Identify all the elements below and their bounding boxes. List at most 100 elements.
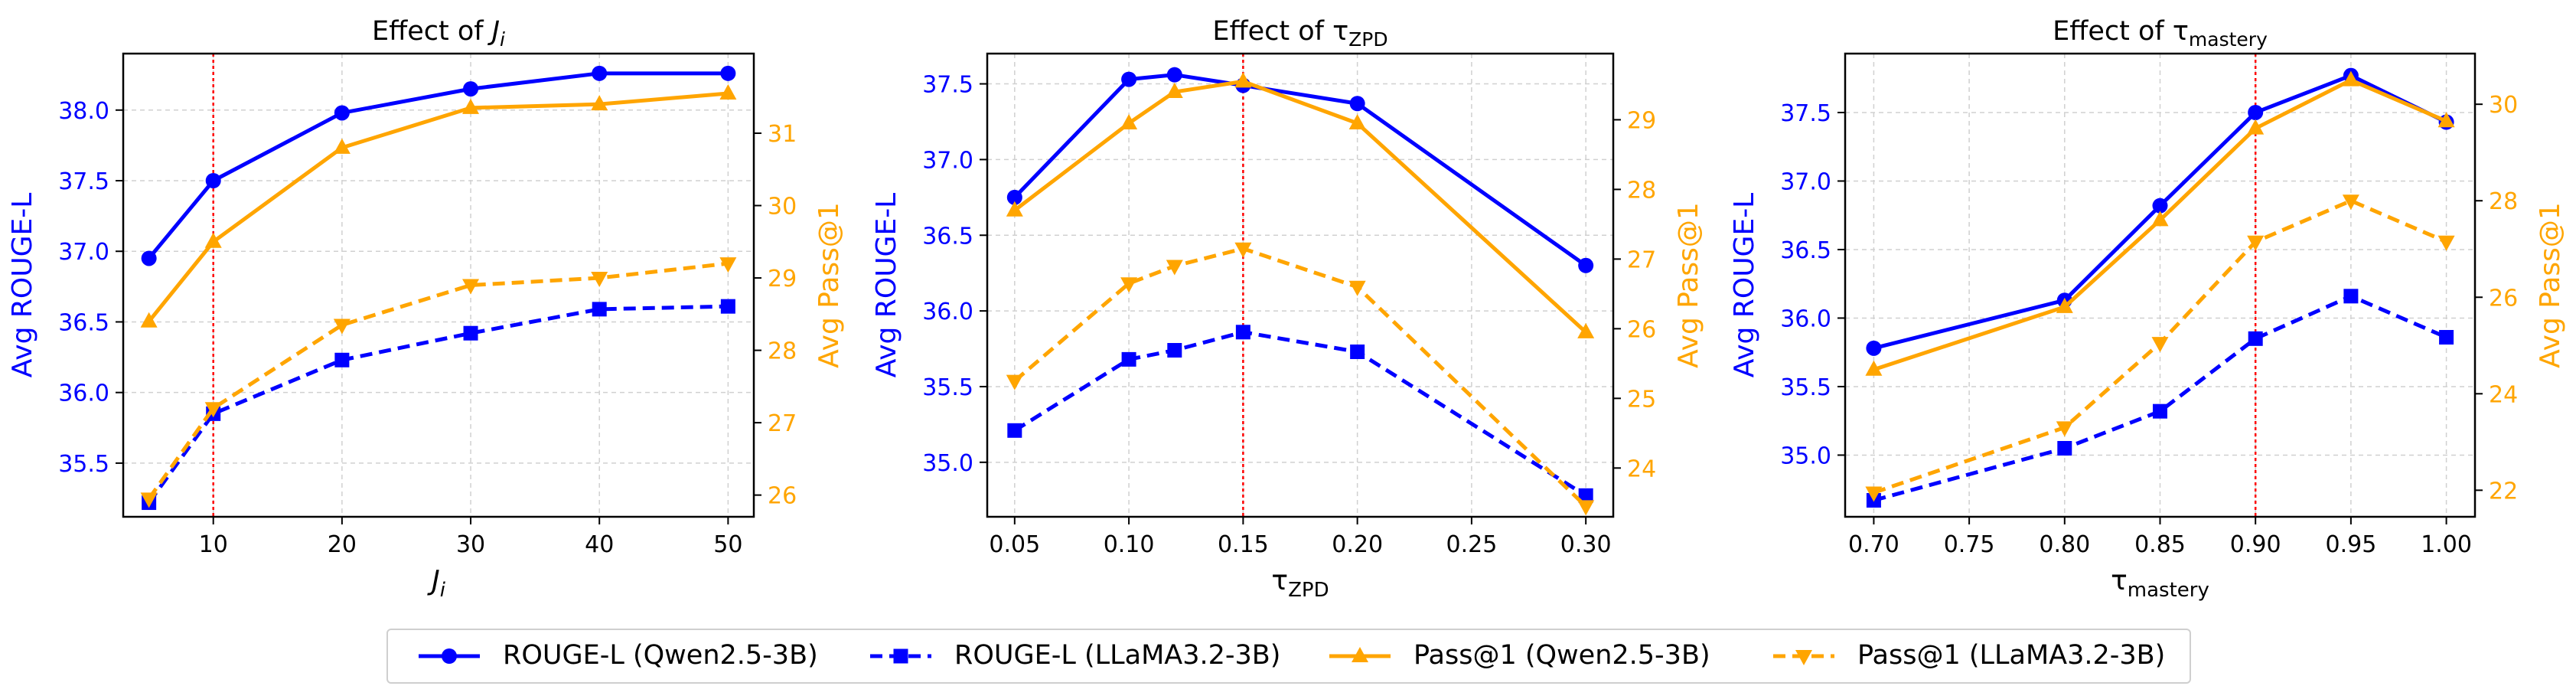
y2-tick-label: 27 [1627, 247, 1656, 273]
data-point [2247, 235, 2265, 251]
x-tick-label: 0.10 [1104, 531, 1155, 558]
x-tick-label: 0.95 [2325, 531, 2376, 558]
plot-frame [122, 52, 755, 518]
y-tick-label: 37.5 [922, 72, 973, 99]
legend-label: Pass@1 (LLaMA3.2-3B) [1857, 640, 2166, 671]
x-label-main: J [427, 565, 440, 596]
title-symbol: τ [1332, 16, 1348, 47]
series-line [1013, 73, 1587, 267]
data-point [1234, 72, 1252, 88]
legend-marker-triangle-up-icon [1329, 647, 1391, 662]
y2-tick-label: 27 [768, 410, 797, 437]
data-point [1235, 325, 1251, 340]
title-prefix: Effect of [372, 16, 492, 47]
data-point [1006, 374, 1023, 390]
series-line [147, 91, 729, 323]
y-tick-label: 35.5 [922, 374, 973, 401]
x-tick-label: 0.05 [989, 531, 1040, 558]
series-line [1013, 330, 1587, 498]
data-point [462, 279, 480, 295]
y2-tick-label: 28 [2489, 188, 2518, 215]
x-tick-label: 0.30 [1560, 531, 1612, 558]
data-point [2057, 441, 2072, 456]
x-tick-label: 50 [713, 531, 742, 558]
y-axis-label: Avg ROUGE-L [7, 193, 38, 378]
series-line [147, 71, 729, 260]
y2-tick-label: 28 [768, 338, 797, 365]
x-label-sub: ZPD [1288, 579, 1329, 602]
y-tick-label: 37.5 [58, 168, 109, 195]
data-point [1865, 360, 1883, 376]
legend-item-pass-llama: Pass@1 (LLaMA3.2-3B) [1766, 630, 2179, 682]
data-point [2342, 70, 2359, 87]
y-tick-label: 37.0 [922, 147, 973, 174]
data-point [140, 492, 158, 508]
data-point [2437, 112, 2455, 128]
data-point [1234, 242, 1252, 258]
data-point [1577, 322, 1595, 338]
x-tick-label: 30 [456, 531, 485, 558]
y2-tick-label: 26 [2489, 285, 2518, 312]
series-line [1873, 78, 2447, 372]
x-tick-label: 0.20 [1332, 531, 1383, 558]
chart-title: Effect of Ji [372, 16, 505, 51]
legend-marker [893, 648, 908, 664]
x-tick-label: 40 [585, 531, 614, 558]
legend-item-pass-qwen: Pass@1 (Qwen2.5-3B) [1322, 630, 1720, 682]
legend-marker-circle-icon [419, 648, 480, 664]
data-point [1578, 488, 1593, 503]
data-point [205, 173, 221, 189]
title-symbol: τ [2173, 16, 2189, 47]
data-point [2342, 194, 2359, 211]
y2-tick-label: 24 [2489, 381, 2518, 408]
series-line [1873, 73, 2447, 351]
y2-tick-label: 25 [1627, 386, 1656, 413]
y2-tick-label: 31 [768, 121, 797, 148]
chart-panel-2: 0.05 0.10 0.15 0.20 0.25 0.30 35.0 35.5 36.0 36.5… [871, 16, 1704, 602]
data-point [1349, 96, 1365, 112]
data-point [462, 98, 480, 114]
legend-marker-square-icon [870, 648, 931, 664]
data-point [204, 402, 222, 418]
data-point [2343, 289, 2359, 304]
series-line [1873, 294, 2447, 502]
y2-tick-label: 26 [1627, 316, 1656, 343]
x-label-sub: mastery [2128, 579, 2209, 602]
data-point [1350, 344, 1365, 359]
data-point [2248, 331, 2263, 346]
legend-marker [1352, 647, 1368, 662]
x-tick-label: 0.15 [1218, 531, 1269, 558]
data-point [2439, 330, 2454, 345]
y-tick-label: 38.0 [58, 98, 109, 125]
data-point [140, 312, 158, 328]
y-tick-label: 35.5 [1780, 374, 1831, 401]
y2-tick-label: 29 [768, 266, 797, 292]
title-prefix: Effect of [1212, 16, 1332, 47]
data-point [1866, 340, 1882, 356]
x-axis-label: τmastery [2111, 565, 2209, 602]
x-tick-label: 0.75 [1944, 531, 1995, 558]
legend-marker [1795, 650, 1812, 665]
y2-axis-label: Avg Pass@1 [2535, 202, 2566, 368]
y2-tick-label: 26 [768, 483, 797, 510]
data-point [463, 81, 479, 97]
title-prefix: Effect of [2053, 16, 2173, 47]
data-point [1865, 486, 1883, 502]
y2-axis-label: Avg Pass@1 [814, 202, 845, 368]
data-point [1121, 71, 1137, 87]
data-point [720, 65, 736, 81]
x-tick-label: 10 [199, 531, 228, 558]
y-axis-label: Avg ROUGE-L [1729, 193, 1760, 378]
data-point [2056, 421, 2073, 437]
data-point [2437, 235, 2455, 251]
y-tick-label: 37.0 [1780, 168, 1831, 195]
data-point [1006, 189, 1022, 205]
data-point [334, 105, 350, 121]
data-point [719, 83, 737, 100]
data-point [2056, 297, 2073, 313]
x-tick-label: 0.80 [2039, 531, 2090, 558]
y2-tick-label: 30 [2489, 92, 2518, 119]
y-axis-label: Avg ROUGE-L [871, 193, 902, 378]
data-point [1167, 343, 1182, 358]
x-tick-label: 0.85 [2134, 531, 2186, 558]
